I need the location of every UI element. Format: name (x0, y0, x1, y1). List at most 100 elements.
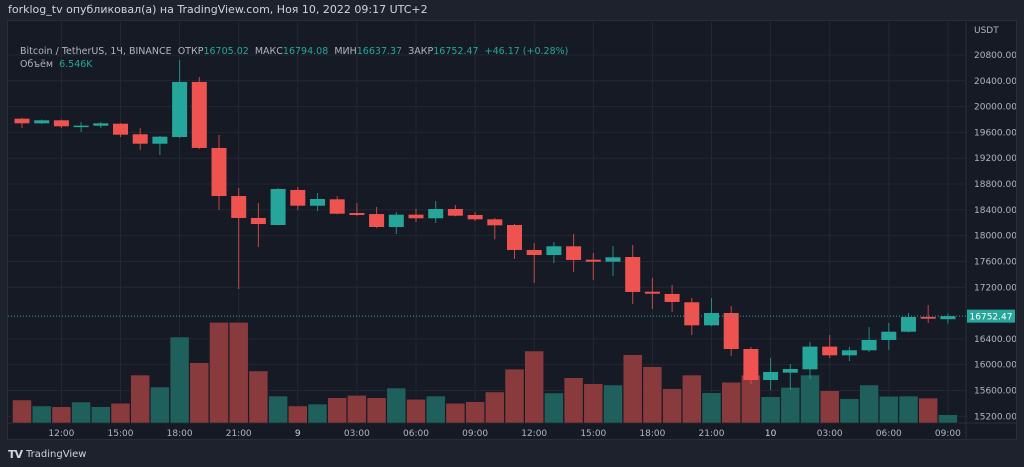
volume-bar (563, 377, 584, 424)
candle-body[interactable] (408, 214, 424, 219)
time-tick-label: 21:00 (699, 429, 725, 439)
candle-body[interactable] (211, 147, 227, 197)
volume-bar (307, 403, 328, 424)
candle-body[interactable] (664, 293, 680, 302)
footer-brand[interactable]: TradingView (26, 449, 87, 460)
volume-bar (819, 390, 840, 424)
low-label: МИН (334, 46, 357, 57)
volume-bar (189, 362, 210, 424)
price-tick-label: 15200.00 (974, 412, 1017, 422)
candle-body[interactable] (782, 369, 798, 373)
candle-body[interactable] (132, 134, 148, 144)
time-tick-label: 18:00 (167, 429, 193, 439)
symbol-label[interactable]: Bitcoin / TetherUS, 1Ч, BINANCE (20, 46, 172, 57)
price-tick-label: 20800.00 (974, 51, 1017, 61)
candle-body[interactable] (310, 199, 325, 206)
volume-label: Объём (20, 59, 54, 70)
time-tick-label: 06:00 (403, 429, 429, 439)
volume-bar (169, 336, 190, 424)
candle-body[interactable] (546, 246, 562, 255)
candle-body[interactable] (467, 215, 483, 220)
volume-bar (228, 322, 249, 424)
candle-body[interactable] (920, 317, 936, 319)
volume-bar (425, 395, 446, 424)
volume-bar (898, 395, 919, 424)
candlestick-chart[interactable]: 20800.00 20400.00 20000.00 19600.00 19200.00… (8, 21, 1017, 440)
candle-body[interactable] (290, 189, 306, 206)
time-tick-label: 10 (765, 429, 777, 439)
price-tick-label: 18000.00 (974, 232, 1017, 242)
candle-body[interactable] (349, 213, 365, 215)
candle-body[interactable] (113, 123, 128, 135)
candle-body[interactable] (566, 246, 582, 260)
candle-body[interactable] (14, 118, 30, 124)
volume-bar (504, 368, 525, 424)
candle-body[interactable] (743, 349, 759, 381)
low-value: 16637.37 (356, 46, 403, 57)
candle-body[interactable] (704, 313, 719, 326)
volume-bar (603, 384, 623, 424)
candle-body[interactable] (507, 225, 522, 250)
candle-body[interactable] (250, 217, 266, 225)
volume-bar (622, 354, 643, 424)
candle-body[interactable] (861, 339, 877, 351)
candle-body[interactable] (53, 120, 69, 127)
volume-bar (209, 322, 229, 424)
volume-bar (780, 387, 801, 424)
candle-body[interactable] (763, 371, 779, 381)
candle-body[interactable] (625, 257, 641, 292)
volume-bar (839, 398, 860, 424)
candle-body[interactable] (447, 209, 463, 216)
candle-body[interactable] (901, 317, 916, 332)
time-tick-label: 21:00 (226, 429, 252, 439)
candle-body[interactable] (369, 214, 385, 227)
time-tick-label: 15:00 (108, 429, 134, 439)
time-tick-label: 9 (295, 429, 301, 439)
candle-body[interactable] (684, 302, 700, 326)
price-tick-label: 20000.00 (974, 103, 1017, 113)
candle-body[interactable] (585, 259, 601, 262)
candle-body[interactable] (172, 81, 188, 137)
candle-body[interactable] (644, 291, 660, 294)
candle-body[interactable] (73, 125, 89, 128)
last-price-badge (967, 309, 1015, 323)
tradingview-logo-icon[interactable]: TV (8, 448, 23, 461)
currency-label: USDT (974, 26, 999, 36)
footer: TV TradingView (8, 448, 86, 461)
candle-body[interactable] (152, 136, 168, 144)
candle-body[interactable] (526, 249, 542, 255)
candle-body[interactable] (822, 346, 838, 356)
candle-body[interactable] (329, 199, 345, 214)
candle-body[interactable] (802, 346, 818, 370)
volume-bar (800, 374, 820, 424)
candle-body[interactable] (270, 189, 286, 225)
price-tick-label: 19600.00 (974, 128, 1017, 138)
candle-body[interactable] (231, 196, 247, 218)
volume-bar (347, 395, 367, 424)
candle-body[interactable] (940, 316, 956, 320)
volume-bar (859, 384, 879, 424)
price-tick-label: 18400.00 (974, 206, 1017, 216)
candle-body[interactable] (34, 120, 50, 124)
volume-bar (682, 374, 702, 424)
time-tick-label: 18:00 (639, 429, 665, 439)
volume-bar (71, 401, 91, 424)
volume-bar (760, 396, 781, 424)
candle-body[interactable] (841, 350, 857, 356)
chart-panel[interactable]: 20800.00 20400.00 20000.00 19600.00 19200.00… (7, 20, 1017, 440)
price-tick-label: 17200.00 (974, 283, 1017, 293)
candle-body[interactable] (93, 123, 109, 126)
volume-bar (91, 406, 111, 424)
candle-body[interactable] (428, 209, 444, 219)
volume-bar (406, 399, 426, 424)
volume-bar (366, 397, 387, 424)
candle-body[interactable] (605, 257, 621, 262)
candle-body[interactable] (881, 331, 897, 340)
candle-body[interactable] (487, 219, 503, 226)
candle-body[interactable] (723, 313, 739, 349)
volume-bar (150, 386, 170, 424)
candle-body[interactable] (191, 81, 207, 148)
candle-body[interactable] (388, 214, 404, 227)
price-tick-label: 19200.00 (974, 154, 1017, 164)
volume-value: 6.546K (59, 59, 93, 70)
